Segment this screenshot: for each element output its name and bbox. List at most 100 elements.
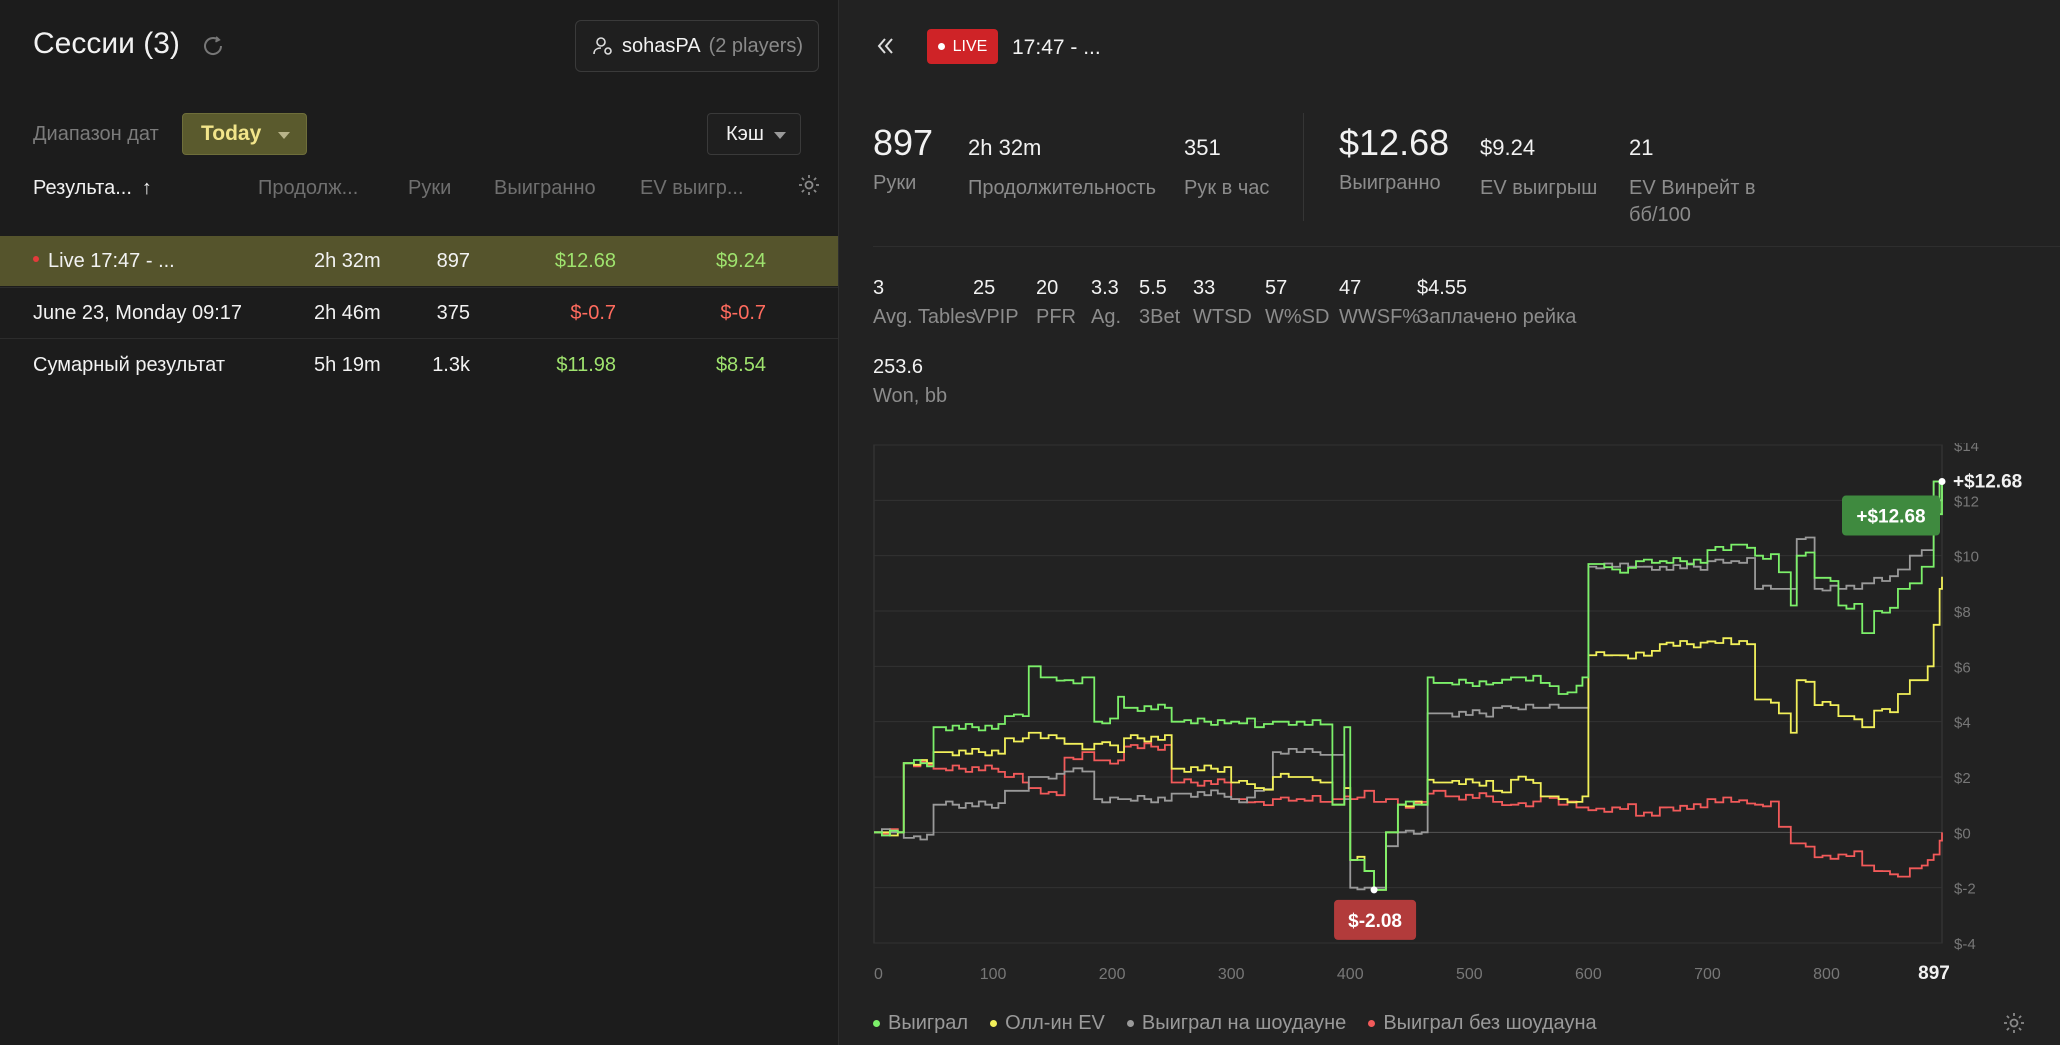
row-divider <box>0 338 838 339</box>
chart-settings-gear-icon[interactable] <box>2002 1011 2026 1035</box>
session-name: Live 17:47 - ... <box>48 250 175 272</box>
stat-item: 57 W%SD <box>1265 277 1330 328</box>
series-line <box>874 576 1943 891</box>
session-title: 17:47 - ... <box>1012 36 1101 59</box>
min-label-box <box>1334 899 1417 940</box>
y-tick-label: $14 <box>1954 443 1979 455</box>
player-name: sohasPA <box>622 34 701 57</box>
legend-dot <box>1368 1020 1376 1027</box>
stat-hands: 897 Руки <box>873 122 934 194</box>
session-duration: 2h 32m <box>314 250 381 272</box>
x-tick-label: 500 <box>1456 966 1483 983</box>
stat-item: 3 Avg. Tables <box>873 277 976 328</box>
bankroll-chart[interactable]: $14 $12 $10 $8 $6 $4 $2 $0 $-2 $-4 0 100 200 300 400 50… <box>873 438 2033 1023</box>
stats-divider <box>1303 113 1304 221</box>
y-tick-label: $12 <box>1954 493 1979 510</box>
x-tick-label: 100 <box>980 966 1007 983</box>
user-settings-icon <box>593 37 612 55</box>
session-row[interactable]: Live 17:47 - ... 2h 32m 897 $12.68 $9.24 <box>0 236 838 286</box>
summary-ev: $8.54 <box>715 354 766 376</box>
section-divider <box>873 246 2060 247</box>
chart-svg: $14 $12 $10 $8 $6 $4 $2 $0 $-2 $-4 0 100 200 300 400 50… <box>873 438 2022 984</box>
stat-item: 20 PFR <box>1036 277 1076 328</box>
summary-duration: 5h 19m <box>314 354 381 376</box>
stat-item: 3.3 Ag. <box>1091 277 1122 328</box>
stat-item: 25 VPIP <box>973 277 1019 328</box>
stat-item: 33 WTSD <box>1193 277 1252 328</box>
live-dot-icon <box>33 255 39 262</box>
legend-dot <box>990 1020 998 1027</box>
stat-item: 47 WWSF% <box>1339 277 1421 328</box>
series-line <box>874 742 1943 878</box>
date-range-dropdown[interactable]: Today <box>182 113 307 155</box>
row-divider <box>0 287 838 288</box>
stat-item: 5.5 3Bet <box>1139 277 1181 328</box>
session-ev: $9.24 <box>715 250 766 272</box>
y-tick-label: $0 <box>1954 825 1971 842</box>
stat-duration: 2h 32m Продолжительность <box>968 135 1156 199</box>
gear-icon[interactable] <box>797 173 821 197</box>
chevron-down-icon <box>278 132 290 139</box>
live-badge: LIVE <box>927 29 998 64</box>
summary-row: Сумарный результат 5h 19m 1.3k $11.98 $8… <box>0 340 838 390</box>
y-tick-label: $10 <box>1954 549 1979 566</box>
summary-hands: 1.3k <box>432 354 470 376</box>
session-duration: 2h 46m <box>314 302 381 324</box>
column-header-won[interactable]: Выигранно <box>494 177 596 199</box>
stat-hands-per-hour: 351 Рук в час <box>1184 135 1270 199</box>
sort-arrow-icon: ↑ <box>141 177 152 199</box>
series-line <box>874 480 1943 891</box>
stat-ev-winrate: 21 EV Винрейт в бб/100 <box>1629 135 1756 226</box>
summary-name: Сумарный результат <box>33 354 225 376</box>
x-tick-label: 400 <box>1337 966 1364 983</box>
session-name: June 23, Monday 09:17 <box>33 302 243 324</box>
column-header-result[interactable]: Результа... ↑ <box>33 177 152 199</box>
refresh-icon[interactable] <box>200 33 226 59</box>
session-hands: 375 <box>436 302 470 324</box>
collapse-double-chevron-icon[interactable] <box>873 33 899 59</box>
y-tick-label: $-2 <box>1954 881 1976 898</box>
x-tick-label: 0 <box>874 966 883 983</box>
sessions-title: Сессии (3) <box>33 27 180 60</box>
x-tick-label: 800 <box>1813 966 1840 983</box>
min-label: $-2.08 <box>1348 911 1402 932</box>
stat-won-bb: 253.6 Won, bb <box>873 356 948 407</box>
y-tick-label: $-4 <box>1954 936 1976 953</box>
column-header-duration[interactable]: Продолж... <box>258 177 359 199</box>
stat-won: $12.68 Выигранно <box>1339 122 1450 194</box>
game-type-value: Кэш <box>726 122 764 145</box>
sessions-panel: Сессии (3) sohasPA (2 players) Диапазон … <box>0 0 839 1045</box>
x-tick-label: 300 <box>1218 966 1245 983</box>
legend-item-won[interactable]: Выиграл <box>873 1012 968 1035</box>
column-header-hands[interactable]: Руки <box>408 177 452 199</box>
chevron-down-icon <box>774 132 786 139</box>
y-tick-label: $6 <box>1954 659 1971 676</box>
legend-item-non-showdown[interactable]: Выиграл без шоудауна <box>1368 1012 1597 1035</box>
session-won: $-0.7 <box>570 302 616 324</box>
y-tick-label: $2 <box>1954 770 1971 787</box>
session-detail-panel: LIVE 17:47 - ... 897 Руки 2h 32m Продолж… <box>839 0 2060 1045</box>
player-select-button[interactable]: sohasPA (2 players) <box>575 20 819 72</box>
game-type-dropdown[interactable]: Кэш <box>707 113 801 155</box>
legend-dot <box>1126 1020 1134 1027</box>
live-dot-icon <box>937 43 945 50</box>
stat-item: $4.55 Заплачено рейка <box>1417 277 1577 328</box>
player-count: (2 players) <box>708 34 804 57</box>
column-header-ev[interactable]: EV выигр... <box>640 177 744 199</box>
y-tick-label: $4 <box>1954 715 1971 732</box>
date-range-label: Диапазон дат <box>33 123 159 145</box>
date-range-value: Today <box>201 122 262 145</box>
x-tick-label: 200 <box>1099 966 1126 983</box>
x-tick-label: 700 <box>1694 966 1721 983</box>
session-won: $12.68 <box>554 250 616 272</box>
summary-won: $11.98 <box>556 354 616 376</box>
legend-item-allin-ev[interactable]: Олл-ин EV <box>990 1012 1105 1035</box>
y-tick-label: $8 <box>1954 604 1971 621</box>
min-point-marker <box>1370 886 1378 894</box>
x-tick-label: 897 <box>1918 963 1950 984</box>
chart-legend: Выиграл Олл-ин EV Выиграл на шоудауне Вы… <box>873 1012 1597 1035</box>
legend-dot <box>873 1020 880 1027</box>
legend-item-showdown[interactable]: Выиграл на шоудауне <box>1126 1012 1346 1035</box>
session-row[interactable]: June 23, Monday 09:17 2h 46m 375 $-0.7 $… <box>0 288 838 338</box>
x-tick-label: 600 <box>1575 966 1602 983</box>
